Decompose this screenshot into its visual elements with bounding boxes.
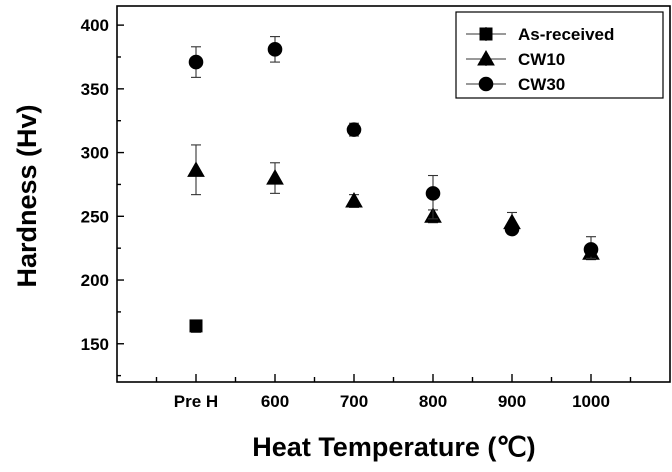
- data-point: [267, 42, 283, 57]
- legend-item-as-received: As-received: [466, 25, 614, 44]
- legend-item-cw10: CW10: [466, 49, 565, 69]
- data-point: [189, 319, 203, 333]
- x-tick-label: 700: [340, 392, 368, 411]
- x-tick-label: Pre H: [174, 392, 218, 411]
- legend: As-received CW10 CW30: [455, 11, 664, 99]
- y-tick-label: 300: [81, 144, 109, 163]
- x-axis-title: Heat Temperature (℃): [252, 432, 535, 462]
- data-point: [583, 242, 599, 257]
- x-tick-label: 900: [498, 392, 526, 411]
- legend-label: As-received: [518, 25, 614, 44]
- data-marks: [187, 36, 600, 333]
- data-point: [188, 54, 204, 70]
- y-tick-label: 200: [81, 271, 109, 290]
- y-tick-label: 350: [81, 80, 109, 99]
- data-point: [425, 186, 441, 201]
- x-tick-label: 600: [261, 392, 289, 411]
- legend-label: CW30: [518, 75, 565, 94]
- y-tick-label: 400: [81, 16, 109, 35]
- x-tick-label: 800: [419, 392, 447, 411]
- data-point: [266, 169, 284, 185]
- legend-marker: [478, 76, 494, 92]
- data-point: [345, 192, 363, 208]
- series-cw30: [188, 36, 599, 259]
- series-cw10: [187, 144, 600, 261]
- y-axis-title: Hardness (Hv): [12, 104, 42, 287]
- data-point: [187, 161, 205, 177]
- legend-marker: [477, 49, 495, 66]
- x-tick-label: 1000: [572, 392, 610, 411]
- legend-item-cw30: CW30: [466, 75, 565, 94]
- data-point: [346, 122, 362, 137]
- y-tick-label: 250: [81, 207, 109, 226]
- axis-ticks: 150 200 250 300 350 400 Pre H 600 700 800 900 1000: [81, 16, 632, 411]
- data-point: [504, 221, 520, 237]
- legend-marker: [479, 27, 493, 41]
- series-as-received: [189, 319, 203, 333]
- y-tick-label: 150: [81, 335, 109, 354]
- legend-label: CW10: [518, 50, 565, 69]
